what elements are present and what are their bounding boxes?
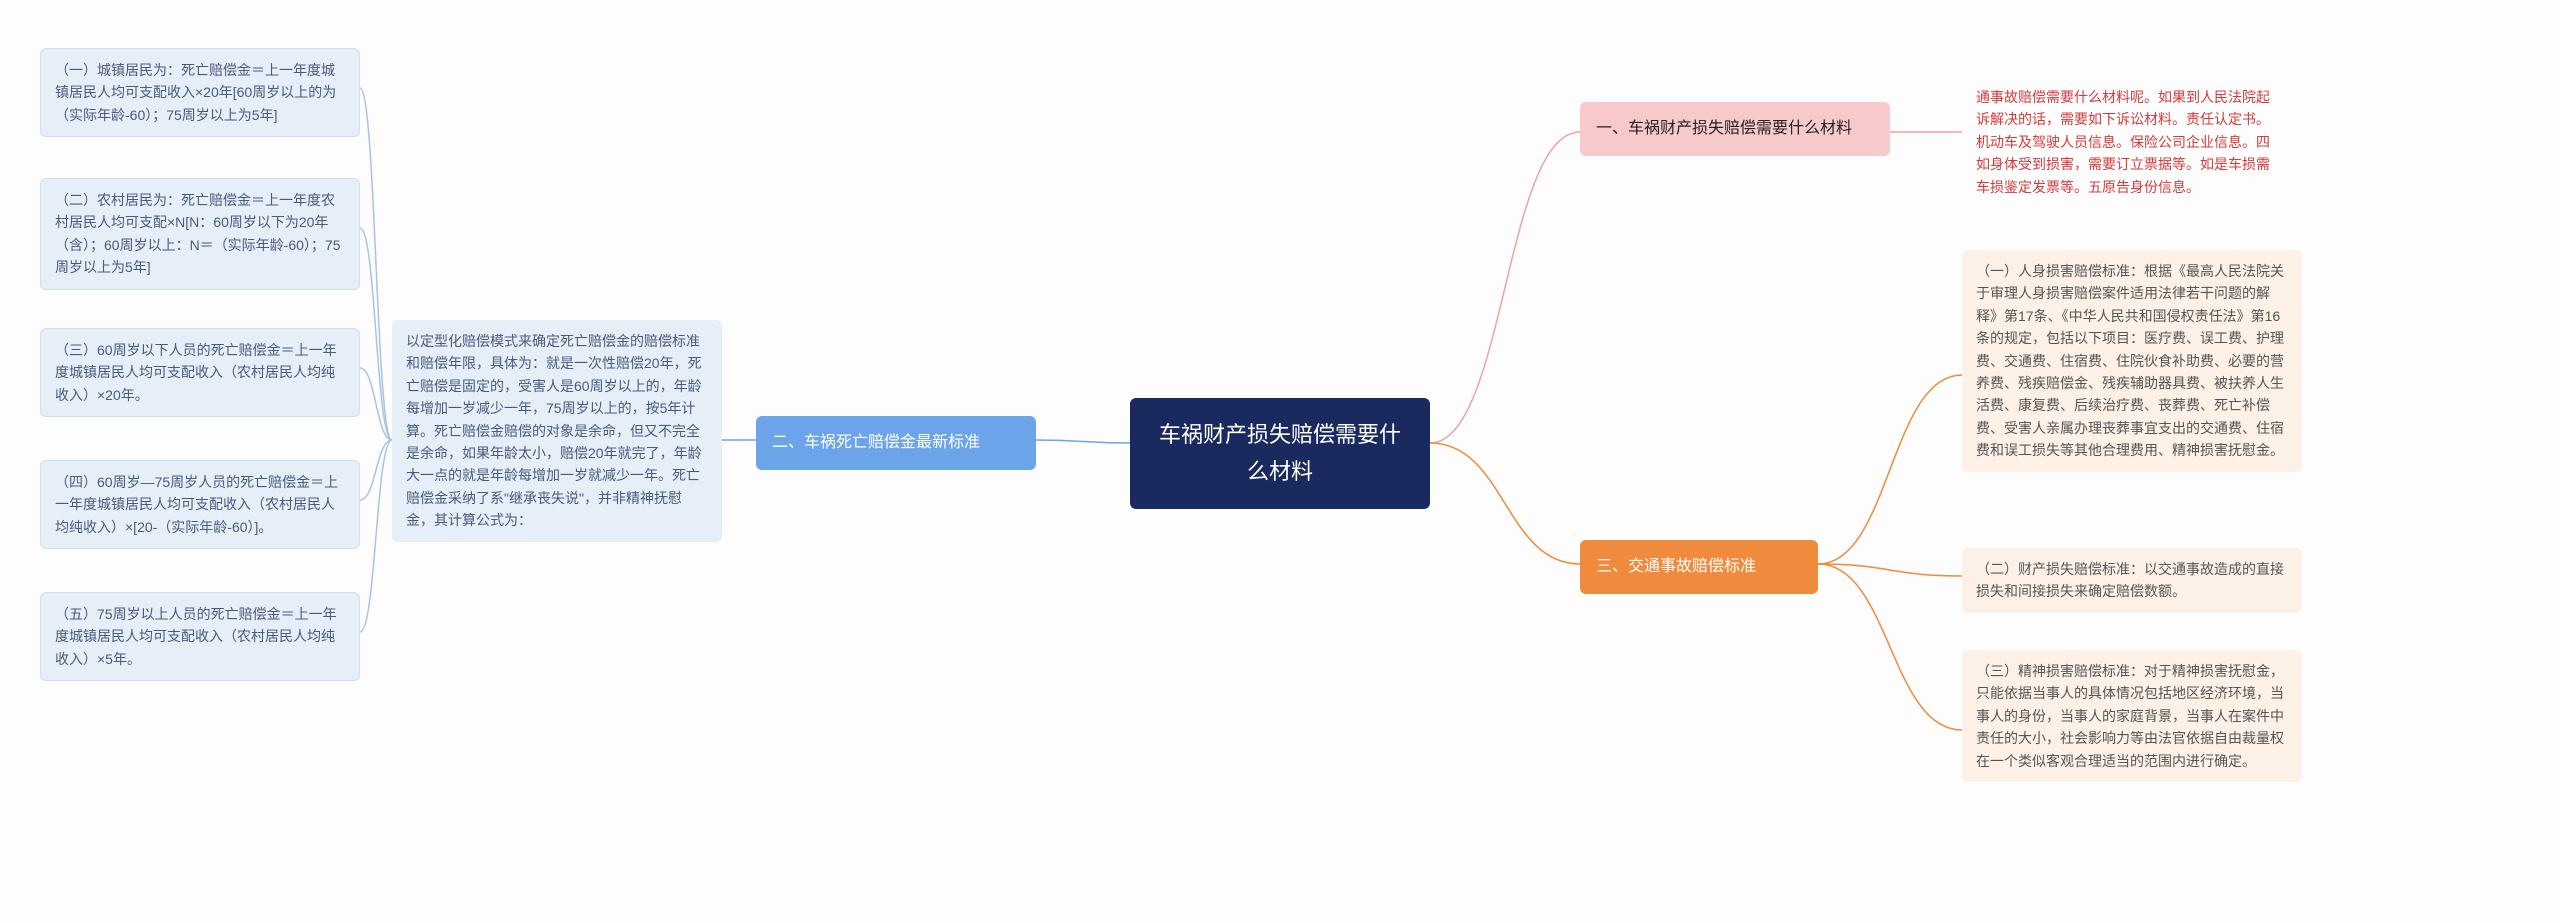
leaf-3-2: （二）财产损失赔偿标准：以交通事故造成的直接损失和间接损失来确定赔偿数额。 xyxy=(1962,548,2302,613)
leaf-2: 以定型化赔偿模式来确定死亡赔偿金的赔偿标准和赔偿年限，具体为：就是一次性赔偿20… xyxy=(392,320,722,542)
root-node: 车祸财产损失赔偿需要什么材料 xyxy=(1130,398,1430,509)
leaf-2-1: （一）城镇居民为：死亡赔偿金＝上一年度城镇居民人均可支配收入×20年[60周岁以… xyxy=(40,48,360,137)
branch-2: 二、车祸死亡赔偿金最新标准 xyxy=(756,416,1036,470)
branch-1: 一、车祸财产损失赔偿需要什么材料 xyxy=(1580,102,1890,156)
leaf-2-4: （四）60周岁—75周岁人员的死亡赔偿金＝上一年度城镇居民人均可支配收入（农村居… xyxy=(40,460,360,549)
leaf-3-1: （一）人身损害赔偿标准：根据《最高人民法院关于审理人身损害赔偿案件适用法律若干问… xyxy=(1962,250,2302,472)
leaf-1-1: 通事故赔偿需要什么材料呢。如果到人民法院起诉解决的话，需要如下诉讼材料。责任认定… xyxy=(1962,76,2292,208)
branch-3: 三、交通事故赔偿标准 xyxy=(1580,540,1818,594)
leaf-2-5: （五）75周岁以上人员的死亡赔偿金＝上一年度城镇居民人均可支配收入（农村居民人均… xyxy=(40,592,360,681)
leaf-2-3: （三）60周岁以下人员的死亡赔偿金＝上一年度城镇居民人均可支配收入（农村居民人均… xyxy=(40,328,360,417)
leaf-2-2: （二）农村居民为：死亡赔偿金＝上一年度农村居民人均可支配×N[N：60周岁以下为… xyxy=(40,178,360,290)
leaf-3-3: （三）精神损害赔偿标准：对于精神损害抚慰金，只能依据当事人的具体情况包括地区经济… xyxy=(1962,650,2302,782)
